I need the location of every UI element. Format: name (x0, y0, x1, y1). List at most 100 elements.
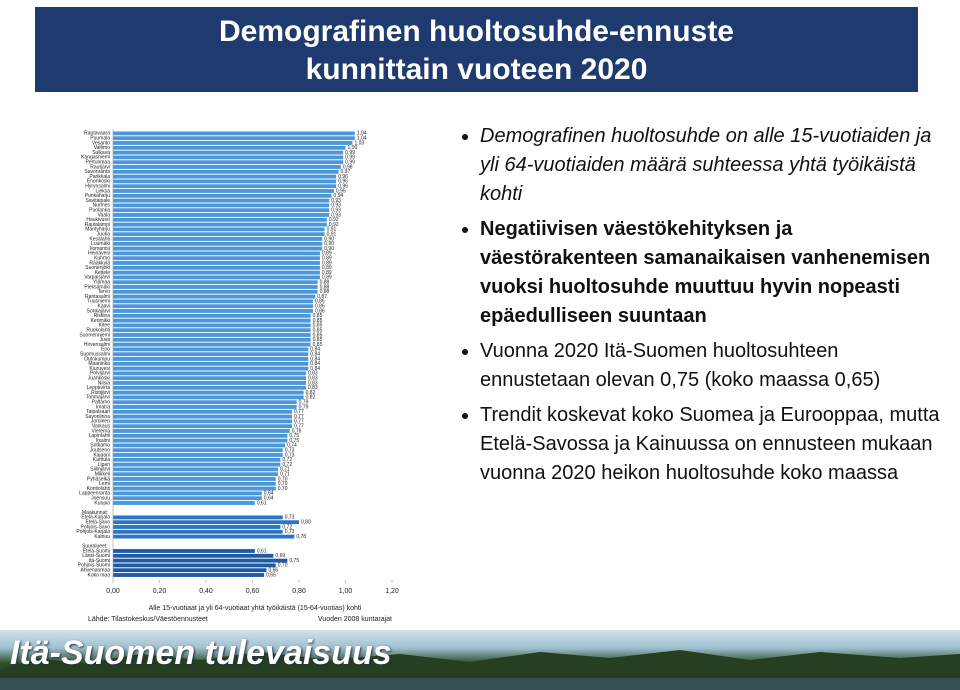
title: kunnittain vuoteen 2020 (305, 53, 648, 86)
category-label: Paltamo (92, 400, 111, 406)
value-label: 0,91 (327, 227, 337, 233)
bar (113, 400, 297, 405)
value-label: 0,96 (338, 174, 348, 180)
bar (113, 481, 276, 486)
category-label: Pohjois-Savo (81, 524, 111, 530)
category-label: Rautjärvi (90, 164, 110, 170)
value-label: 0,72 (282, 462, 292, 468)
category-label: Vieremä (91, 428, 110, 434)
category-label: Vaala (98, 212, 111, 218)
category-label: Imatra (96, 404, 110, 410)
value-label: 0,96 (338, 179, 348, 185)
category-label: Etelä-Suomi (83, 548, 110, 554)
category-label: Liperi (98, 462, 110, 468)
value-label: 0,61 (257, 500, 267, 506)
category-label: Hyrynsalmi (85, 184, 110, 190)
bar (113, 409, 293, 414)
category-label: Suomussalmi (80, 352, 110, 358)
bar (113, 333, 311, 337)
category-label: Kiuruvesi (89, 366, 110, 372)
value-label: 0,70 (278, 476, 288, 482)
bar (113, 213, 330, 217)
value-label: 0,74 (287, 443, 297, 449)
value-label: 0,75 (289, 558, 299, 564)
category-label: Eno (101, 347, 110, 353)
category-label: Kerimäki (91, 318, 110, 324)
bar (113, 419, 293, 424)
bar (113, 265, 320, 270)
bullet: Vuonna 2020 Itä-Suomen huoltosuhteen enn… (480, 337, 950, 395)
category-label: Savonranta (84, 169, 110, 175)
value-label: 1,00 (348, 145, 358, 151)
category-label: Tervo (98, 289, 110, 295)
bar (113, 169, 339, 174)
value-label: 0,71 (280, 472, 290, 478)
value-label: 0,76 (292, 428, 302, 434)
value-label: 0,85 (313, 328, 323, 334)
bar (113, 323, 311, 328)
value-label: 0,86 (315, 299, 325, 305)
value-label: 0,86 (315, 304, 325, 310)
category-label: Sotkamo (90, 443, 110, 449)
value-label: 0,97 (341, 169, 351, 175)
category-label: Itä-Suomi (89, 558, 110, 564)
title: Demografinen huoltosuhde-ennuste (218, 15, 734, 48)
bar (113, 520, 299, 525)
value-label: 0,89 (322, 256, 332, 262)
value-label: 0,84 (310, 356, 320, 362)
bar (113, 208, 330, 213)
value-label: 0,80 (301, 520, 311, 526)
bar (113, 573, 265, 577)
value-label: 0,83 (308, 371, 318, 377)
value-label: 0,73 (285, 529, 295, 535)
bar (113, 309, 313, 313)
value-label: 0,96 (338, 184, 348, 190)
bar (113, 155, 344, 160)
category-label: Pieksämäki (84, 284, 110, 290)
axis-label: Alle 15-vuotiaat ja yli 64-vuotiaat yhtä… (149, 605, 362, 612)
value-label: 0,94 (334, 193, 344, 199)
bar (113, 270, 320, 275)
bar (113, 501, 255, 505)
category-label: Leppävirta (87, 385, 111, 391)
value-label: 0,99 (345, 150, 355, 156)
banner-text: Itä-Suomen tulevaisuus (10, 634, 392, 672)
bullet: Trendit koskevat koko Suomea ja Eurooppa… (480, 401, 950, 488)
bar (113, 347, 309, 352)
value-label: 0,75 (289, 433, 299, 439)
category-label: Ruokolahti (86, 328, 110, 334)
category-label: Juuka (97, 232, 111, 238)
value-label: 0,72 (282, 457, 292, 463)
group-heading: Suuralueet: (82, 544, 108, 550)
category-label: Valtimo (94, 145, 111, 151)
category-label: Hirvensalmi (84, 342, 110, 348)
value-label: 0,85 (313, 323, 323, 329)
category-label: Suonenjoki (85, 265, 110, 271)
bar (113, 390, 304, 395)
category-label: Savitaipale (86, 198, 111, 204)
category-label: Pyhäselkä (87, 476, 110, 482)
category-label: Ristijärvi (91, 390, 110, 396)
value-label: 0,85 (313, 337, 323, 343)
category-label: Polvijärvi (90, 371, 110, 377)
bullet: Negatiivisen väestökehityksen ja väestör… (480, 215, 950, 331)
bar (113, 203, 330, 208)
category-label: Suomenniemi (79, 332, 110, 338)
value-label: 0,66 (268, 568, 278, 574)
bar (113, 232, 325, 237)
category-label: Kitee (99, 323, 111, 329)
category-label: Kontiolahti (87, 486, 110, 492)
category-label: Rääkkylä (89, 260, 110, 266)
x-tick-label: 0,40 (199, 588, 213, 595)
bar (113, 558, 288, 563)
bar (113, 237, 323, 241)
value-label: 0,92 (329, 217, 339, 223)
category-label: Outokumpu (84, 356, 110, 362)
bar (113, 318, 311, 323)
bar (113, 256, 320, 261)
value-label: 0,84 (310, 361, 320, 367)
bar (113, 174, 337, 179)
value-label: 0,72 (282, 524, 292, 530)
category-label: Tohmajärvi (86, 395, 110, 401)
title-bar: Demografinen huoltosuhde-ennuste kunnitt… (35, 7, 918, 92)
